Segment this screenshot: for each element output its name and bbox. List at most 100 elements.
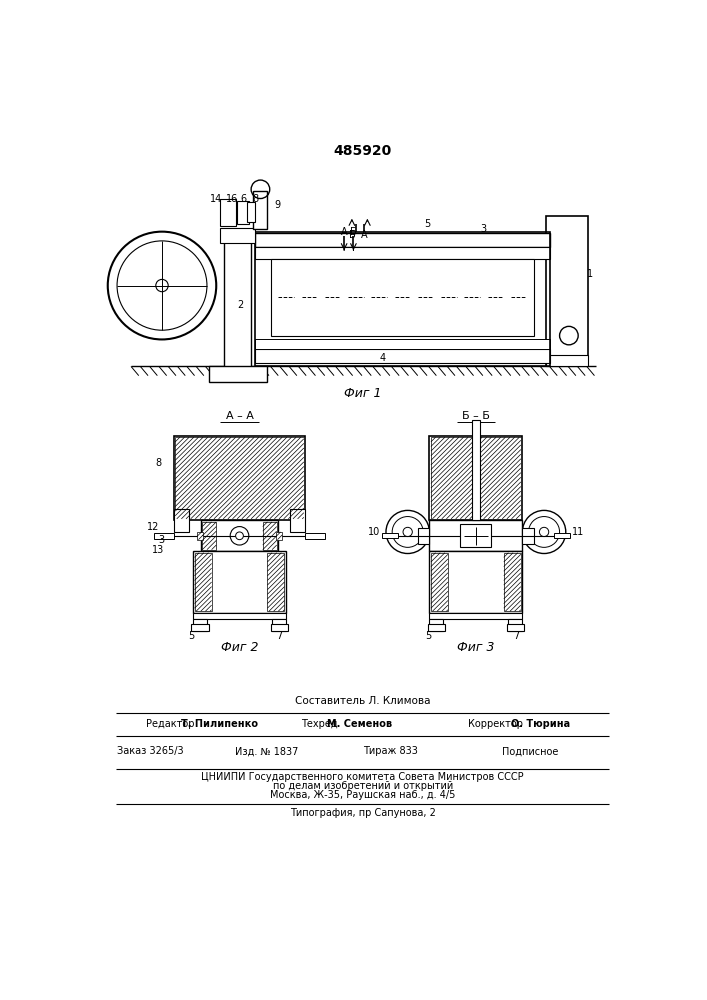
Bar [192,624,209,631]
Text: 16: 16 [226,194,238,204]
Text: Фиг 2: Фиг 2 [221,641,258,654]
Text: 5: 5 [424,219,430,229]
Bar [271,624,288,631]
Bar [305,533,325,539]
Text: 485920: 485920 [334,144,392,158]
Text: 3: 3 [158,535,164,545]
Bar [428,624,445,631]
Bar [193,613,286,619]
Text: А – А: А – А [226,411,253,421]
Text: Подписное: Подписное [502,746,559,756]
Text: по делам изобретений и открытий: по делам изобретений и открытий [273,781,453,791]
Text: А: А [341,227,347,237]
Bar [507,624,524,631]
Text: 11: 11 [572,527,584,537]
Text: Б: Б [350,227,357,237]
Bar [201,520,279,551]
Bar [473,442,479,519]
Bar [255,339,549,349]
Bar [220,199,235,226]
Circle shape [235,532,243,540]
Bar [431,553,448,611]
Bar [429,520,522,551]
Text: Фиг 1: Фиг 1 [344,387,382,400]
Bar [255,247,549,259]
Text: 1: 1 [587,269,593,279]
Text: 9: 9 [274,200,281,210]
Text: Б: Б [349,231,355,240]
Bar [255,349,549,363]
Bar [276,532,282,540]
Text: Составитель Л. Климова: Составитель Л. Климова [295,696,431,706]
Bar [271,259,534,336]
Bar [504,553,521,611]
Bar [546,216,588,366]
Text: 7: 7 [276,631,283,641]
Bar [220,228,255,243]
Bar [546,355,588,366]
Bar [508,619,522,631]
Text: 8: 8 [252,194,258,204]
Bar [174,436,305,520]
Text: 4: 4 [380,353,386,363]
Bar [175,437,304,519]
Text: Б – Б: Б – Б [462,411,490,421]
Text: 14: 14 [210,194,223,204]
Text: 10: 10 [368,527,380,537]
Text: 2: 2 [237,300,243,310]
Text: 13: 13 [152,545,164,555]
Text: 3: 3 [481,224,486,234]
Bar [253,191,267,229]
Text: 5: 5 [188,631,194,641]
Bar [431,437,521,519]
Text: ЦНИИПИ Государственного комитета Совета Министров СССР: ЦНИИПИ Государственного комитета Совета … [201,772,524,782]
Text: М. Семенов: М. Семенов [327,719,392,729]
Circle shape [403,527,412,537]
Bar [174,509,189,532]
Bar [272,619,286,631]
Bar [267,553,284,611]
Bar [194,553,211,611]
Text: Фиг 3: Фиг 3 [457,641,495,654]
Text: Изд. № 1837: Изд. № 1837 [235,746,298,756]
Text: Корректор: Корректор [468,719,526,729]
Text: 8: 8 [156,458,162,468]
Bar [224,239,251,370]
Bar [382,533,397,538]
Bar [247,202,255,222]
Bar [193,619,207,631]
Bar [472,420,480,520]
Text: 6: 6 [240,194,247,204]
Bar [193,551,286,613]
Bar [154,533,174,539]
Bar [418,528,429,544]
Bar [429,613,522,619]
Text: Редактор: Редактор [146,719,198,729]
Bar [255,232,549,366]
Bar [255,233,549,247]
Bar [522,528,534,544]
Text: 12: 12 [147,522,160,532]
Bar [209,366,267,382]
Text: Техред: Техред [301,719,341,729]
Text: Тираж 833: Тираж 833 [363,746,418,756]
Circle shape [539,527,549,537]
Text: 7: 7 [513,631,520,641]
Text: Т. Пилипенко: Т. Пилипенко [182,719,258,729]
Bar [429,619,443,631]
Bar [237,201,249,224]
Bar [263,522,276,550]
Text: Москва, Ж-35, Раушская наб., д. 4/5: Москва, Ж-35, Раушская наб., д. 4/5 [270,790,455,800]
Bar [429,551,522,613]
Bar [202,522,216,550]
Bar [460,524,491,547]
Bar [290,509,305,532]
Bar [429,436,522,520]
Text: А: А [361,231,368,240]
Text: О. Тюрина: О. Тюрина [510,719,570,729]
Text: Типография, пр Сапунова, 2: Типография, пр Сапунова, 2 [290,808,436,818]
Text: Заказ 3265/3: Заказ 3265/3 [117,746,184,756]
Text: 5: 5 [425,631,431,641]
Bar [197,532,203,540]
Bar [554,533,570,538]
